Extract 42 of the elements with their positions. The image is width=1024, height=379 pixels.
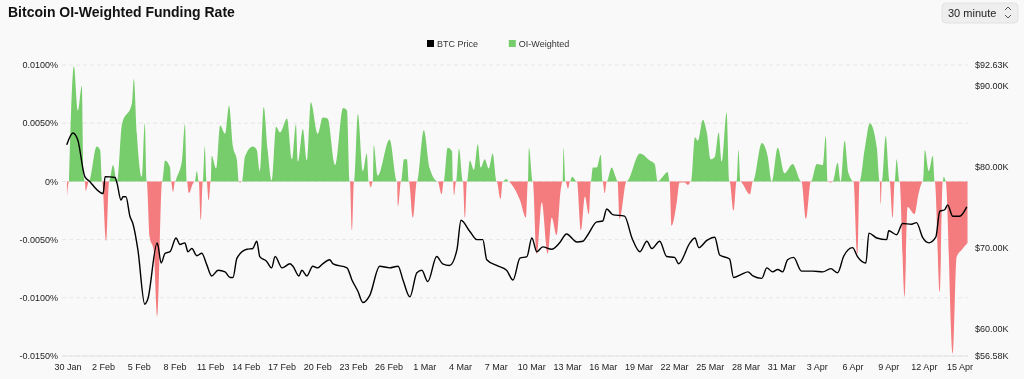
x-tick-label: 2 Feb xyxy=(92,362,116,372)
y-tick-label: 0% xyxy=(44,176,58,187)
legend-label: BTC Price xyxy=(437,39,479,49)
y2-tick-label: $60.00K xyxy=(975,323,1009,334)
x-tick-label: 30 Jan xyxy=(54,362,82,372)
x-tick-label: 26 Feb xyxy=(375,362,404,372)
x-tick-label: 6 Apr xyxy=(842,362,864,372)
x-tick-label: 20 Feb xyxy=(303,362,332,372)
y-tick-label: -0.0050% xyxy=(19,234,58,245)
y2-tick-label: $70.00K xyxy=(975,242,1009,253)
x-tick-label: 15 Apr xyxy=(947,362,974,372)
x-tick-label: 31 Mar xyxy=(767,362,796,372)
y2-tick-label: $92.63K xyxy=(975,60,1009,71)
x-tick-label: 22 Mar xyxy=(660,362,689,372)
x-tick-label: 17 Feb xyxy=(268,362,297,372)
x-tick-label: 8 Feb xyxy=(163,362,187,372)
x-tick-label: 28 Mar xyxy=(731,362,760,372)
x-tick-label: 11 Feb xyxy=(197,362,225,372)
x-tick-label: 14 Feb xyxy=(232,362,261,372)
x-tick-label: 4 Mar xyxy=(448,362,472,372)
y-tick-label: -0.0100% xyxy=(19,292,58,303)
x-tick-label: 10 Mar xyxy=(517,362,546,372)
y2-tick-label: $56.58K xyxy=(975,351,1009,362)
y2-tick-label: $80.00K xyxy=(975,162,1009,173)
y2-tick-label: $90.00K xyxy=(975,81,1009,92)
legend-label: OI-Weighted xyxy=(518,39,570,49)
y-tick-label: 0.0100% xyxy=(22,60,58,71)
y-tick-label: 0.0050% xyxy=(22,118,58,129)
x-tick-label: 25 Mar xyxy=(696,362,725,372)
x-tick-label: 9 Apr xyxy=(878,362,900,372)
x-tick-label: 5 Feb xyxy=(127,362,151,372)
x-tick-label: 19 Mar xyxy=(624,362,653,372)
x-tick-label: 23 Feb xyxy=(339,362,368,372)
x-tick-label: 7 Mar xyxy=(484,362,508,372)
chart-title: Bitcoin OI-Weighted Funding Rate xyxy=(8,4,236,20)
y-tick-label: -0.0150% xyxy=(19,351,58,362)
x-tick-label: 12 Apr xyxy=(911,362,938,372)
x-tick-label: 3 Apr xyxy=(806,362,828,372)
text: 30 minute xyxy=(948,7,997,19)
x-tick-label: 16 Mar xyxy=(589,362,618,372)
x-tick-label: 13 Mar xyxy=(553,362,582,372)
x-tick-label: 1 Mar xyxy=(413,362,437,372)
